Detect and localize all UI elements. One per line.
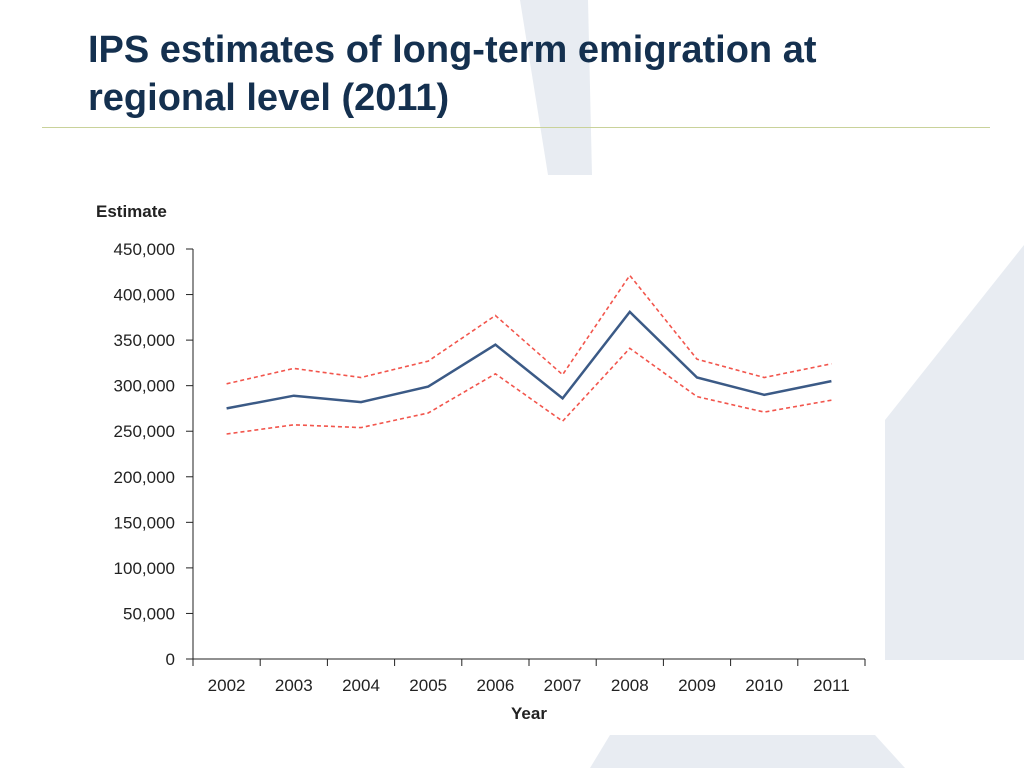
lower-bound-line — [226, 347, 832, 435]
x-tick-label: 2011 — [813, 676, 850, 695]
y-tick-label: 350,000 — [114, 331, 175, 350]
y-tick-label: 0 — [166, 650, 175, 669]
y-tick-label: 300,000 — [114, 377, 175, 396]
x-tick-label: 2003 — [275, 676, 313, 695]
x-tick-label: 2005 — [409, 676, 447, 695]
y-axis-label: Estimate — [96, 202, 167, 221]
upper-bound-line — [226, 274, 832, 385]
y-tick-label: 450,000 — [114, 240, 175, 259]
title-divider — [42, 127, 990, 128]
background-stripe-right — [885, 245, 1024, 660]
x-tick-label: 2009 — [678, 676, 716, 695]
x-tick-label: 2008 — [611, 676, 649, 695]
y-tick-label: 400,000 — [114, 286, 175, 305]
background-stripe-bottom — [590, 735, 905, 768]
slide-title: IPS estimates of long-term emigration at… — [88, 29, 817, 119]
x-axis-ticks: 2002 2003 2004 2005 2006 2007 2008 2009 2010 2011 — [192, 659, 866, 695]
y-tick-label: 250,000 — [114, 422, 175, 441]
x-axis-label: Year — [511, 704, 547, 723]
y-tick-label: 200,000 — [114, 468, 175, 487]
x-tick-label: 2010 — [745, 676, 783, 695]
y-axis-ticks: 0 50,000 100,000 150,000 200,000 250,000 300,0… — [114, 240, 193, 669]
x-tick-label: 2007 — [544, 676, 582, 695]
x-tick-label: 2004 — [342, 676, 380, 695]
y-tick-label: 150,000 — [114, 513, 175, 532]
estimate-line — [226, 310, 832, 410]
y-tick-label: 50,000 — [123, 604, 175, 623]
x-tick-label: 2006 — [476, 676, 514, 695]
background-stripe-top — [520, 0, 592, 175]
y-tick-label: 100,000 — [114, 559, 175, 578]
chart-series — [226, 274, 832, 435]
x-tick-label: 2002 — [208, 676, 246, 695]
